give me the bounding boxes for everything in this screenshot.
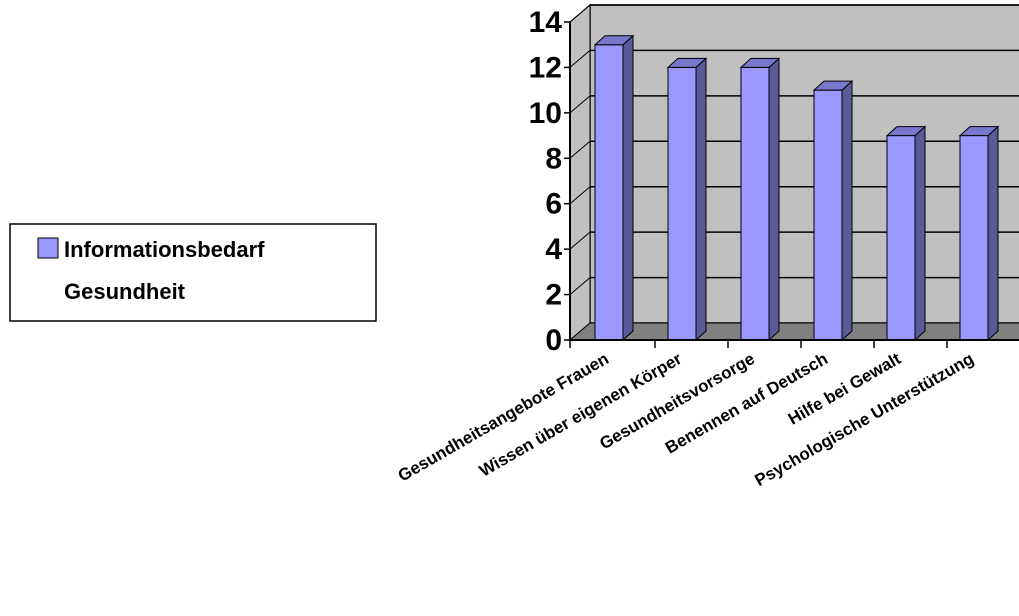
bar-top — [739, 57, 781, 68]
bar-side — [622, 34, 634, 342]
bar-front — [667, 66, 697, 341]
y-tick-label: 8 — [545, 142, 562, 175]
side-wall — [569, 3, 591, 342]
gridline-side — [569, 186, 591, 205]
bar-front — [959, 135, 989, 341]
gridline-side — [569, 140, 591, 159]
bar — [958, 125, 1000, 342]
gridline-side — [569, 277, 591, 295]
bar-front — [813, 89, 843, 341]
gridline-side — [569, 50, 591, 68]
bar-front — [740, 66, 770, 341]
bar — [812, 80, 854, 342]
legend-swatch — [37, 237, 59, 259]
floor — [568, 322, 1019, 341]
y-tick-label: 4 — [545, 233, 562, 266]
bars — [593, 34, 1000, 342]
gridline-side — [569, 231, 591, 250]
bar — [885, 125, 927, 342]
bar-top — [885, 126, 927, 137]
bar-front — [886, 135, 916, 341]
bar-top — [666, 57, 708, 68]
y-tick-label: 12 — [529, 51, 562, 84]
axes — [564, 21, 1019, 348]
bar-top — [593, 35, 635, 46]
y-tick-label: 14 — [529, 6, 563, 39]
y-tick-label: 0 — [545, 324, 562, 357]
legend-label-line-1: Informationsbedarf — [64, 237, 265, 262]
bar-top — [958, 126, 1000, 137]
bar-side — [695, 57, 707, 342]
bar — [666, 57, 708, 342]
y-tick-label: 10 — [529, 97, 562, 130]
plot-background — [568, 3, 1019, 342]
bar-front — [594, 44, 624, 341]
bar-side — [987, 125, 999, 342]
bar — [593, 34, 635, 342]
back-wall — [589, 4, 1019, 324]
y-tick-label: 6 — [545, 188, 562, 221]
bar-side — [841, 80, 853, 342]
y-tick-label: 2 — [545, 279, 562, 312]
bar — [739, 57, 781, 342]
gridline-side — [569, 4, 591, 23]
legend-label-line-2: Gesundheit — [64, 279, 186, 304]
legend-box — [9, 223, 377, 322]
bar-side — [768, 57, 780, 342]
legend: Informationsbedarf Gesundheit — [9, 223, 377, 322]
bar-side — [914, 125, 926, 342]
bar-top — [812, 80, 854, 91]
y-tick-labels: 0 2 4 6 8 10 12 14 — [529, 6, 563, 357]
gridline-side — [569, 95, 591, 114]
